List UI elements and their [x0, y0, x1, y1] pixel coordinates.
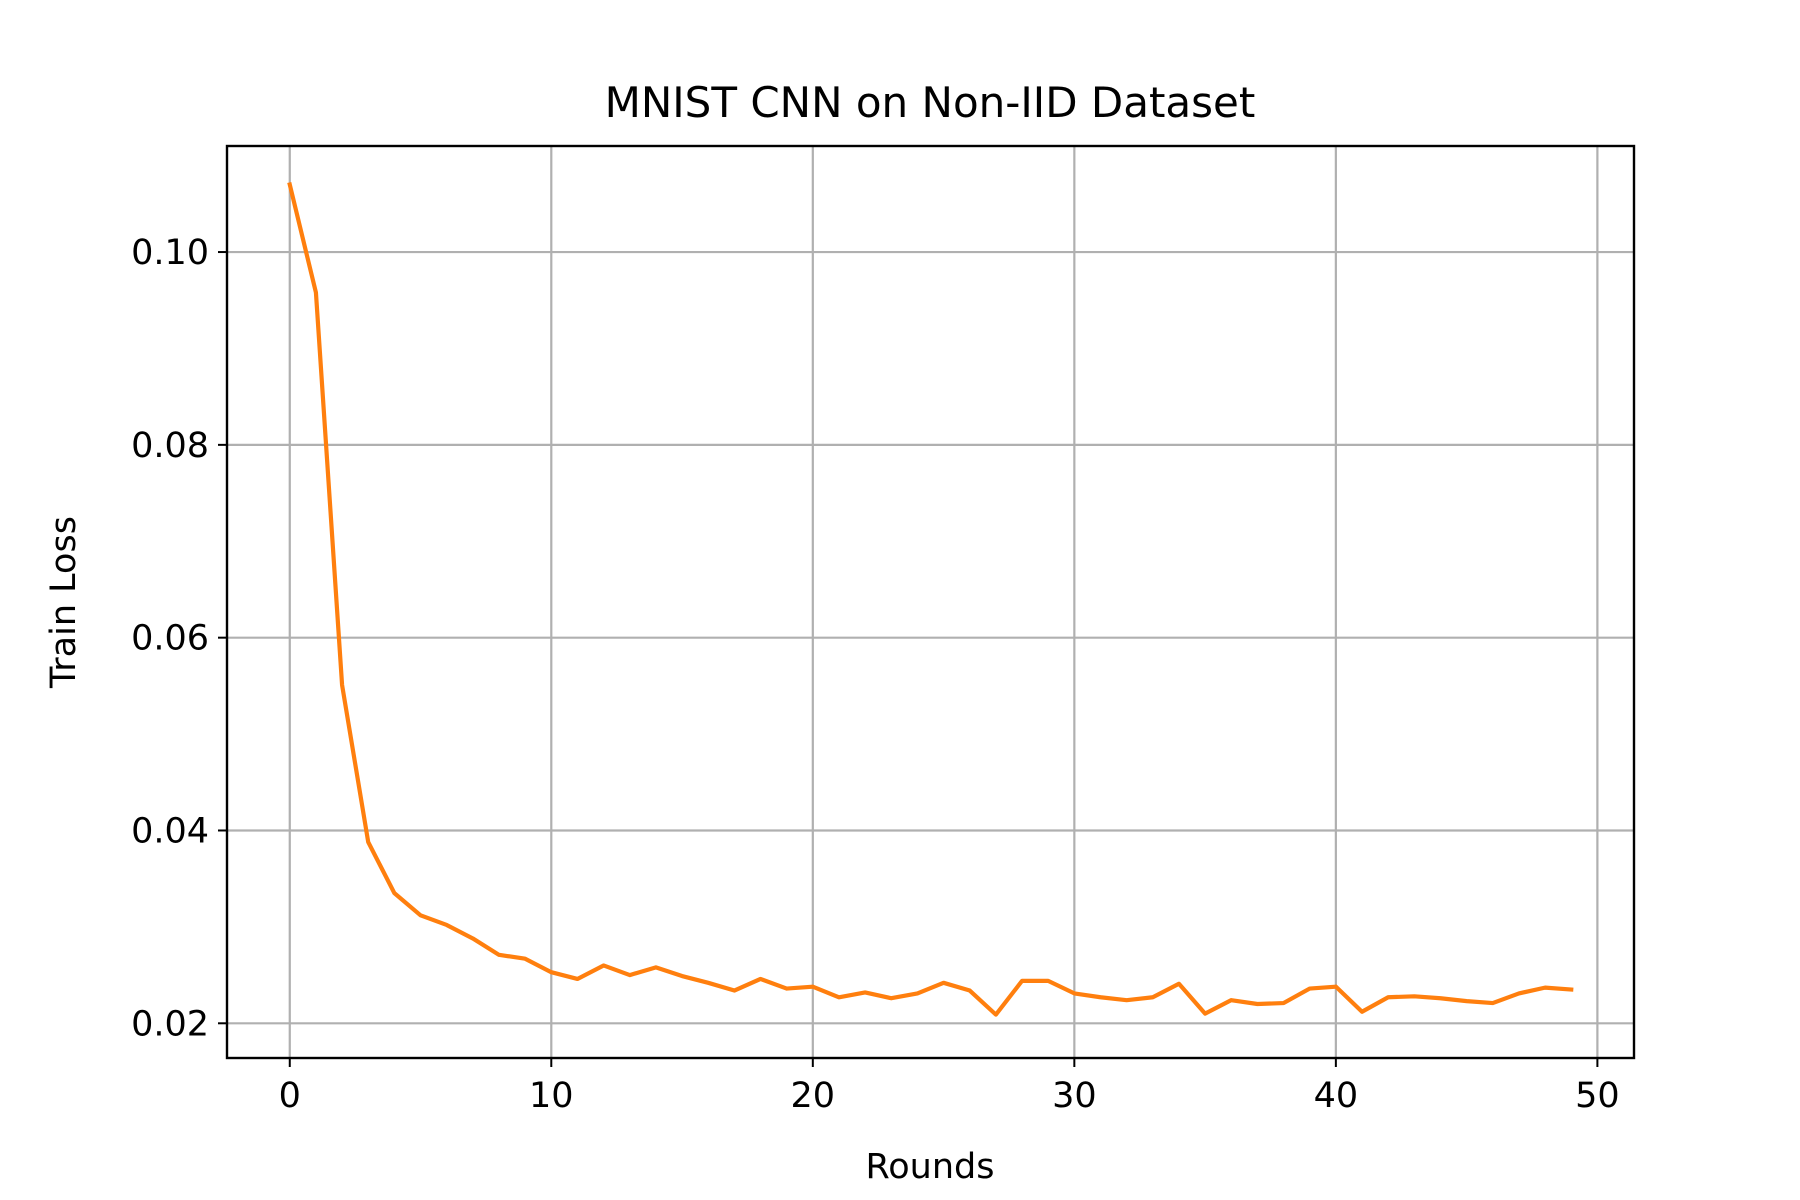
x-axis-label: Rounds — [866, 1147, 995, 1187]
plot-area-frame — [225, 144, 1636, 1060]
x-tick-label: 20 — [791, 1076, 836, 1116]
y-tick-label: 0.04 — [131, 811, 209, 851]
y-tick-label: 0.06 — [131, 619, 209, 659]
x-tick-label: 0 — [279, 1076, 301, 1116]
chart-title: MNIST CNN on Non-IID Dataset — [605, 78, 1256, 127]
series-layer — [287, 182, 1574, 1017]
series-line-0 — [287, 182, 1574, 1017]
y-axis-label: Train Loss — [44, 516, 84, 689]
x-tick-label: 30 — [1052, 1076, 1097, 1116]
y-tick-label: 0.08 — [131, 426, 209, 466]
y-tick-label: 0.10 — [131, 233, 209, 273]
x-tick-label: 40 — [1314, 1076, 1359, 1116]
x-tick-label: 50 — [1575, 1076, 1620, 1116]
ticks: 0 10 20 30 40 50 0.02 0.04 0.06 0.08 0.10 — [131, 233, 1620, 1116]
grid — [227, 146, 1634, 1058]
x-tick-label: 10 — [529, 1076, 574, 1116]
y-tick-label: 0.02 — [131, 1004, 209, 1044]
